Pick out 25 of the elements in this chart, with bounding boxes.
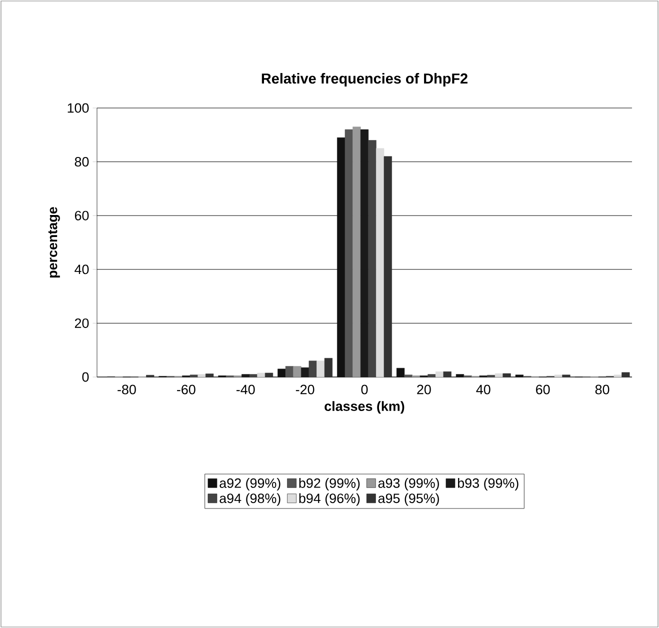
y-tick-label: 60 <box>74 210 89 220</box>
y-tick-label: 100 <box>68 103 89 113</box>
x-tick-label: -40 <box>236 384 255 394</box>
x-tick-label: 0 <box>361 384 368 394</box>
legend-label: a95 (95%) <box>378 493 439 506</box>
y-tick-label: 80 <box>74 157 89 167</box>
x-tick-label: -60 <box>177 384 196 394</box>
y-tick-label: 0 <box>82 372 89 382</box>
x-axis-title: classes (km) <box>324 401 404 414</box>
x-tick-label: 80 <box>595 384 610 394</box>
x-tick-label: -80 <box>118 384 136 394</box>
legend-label: b92 (99%) <box>299 478 360 491</box>
x-tick-label: 20 <box>417 384 431 394</box>
x-tick-label: 60 <box>536 384 550 394</box>
legend-label: a92 (99%) <box>220 478 280 491</box>
legend-label: a94 (98%) <box>220 493 280 506</box>
chart-title: Relative frequencies of DhpF2 <box>262 73 468 86</box>
y-axis-title: percentage <box>48 207 60 278</box>
y-tick-label: 20 <box>74 318 89 328</box>
legend-label: b93 (99%) <box>458 478 518 491</box>
y-tick-label: 40 <box>74 264 89 274</box>
x-tick-label: 40 <box>476 384 490 394</box>
x-tick-label: -20 <box>296 384 314 394</box>
legend-label: b94 (96%) <box>299 493 360 506</box>
legend-label: a93 (99%) <box>378 478 439 491</box>
